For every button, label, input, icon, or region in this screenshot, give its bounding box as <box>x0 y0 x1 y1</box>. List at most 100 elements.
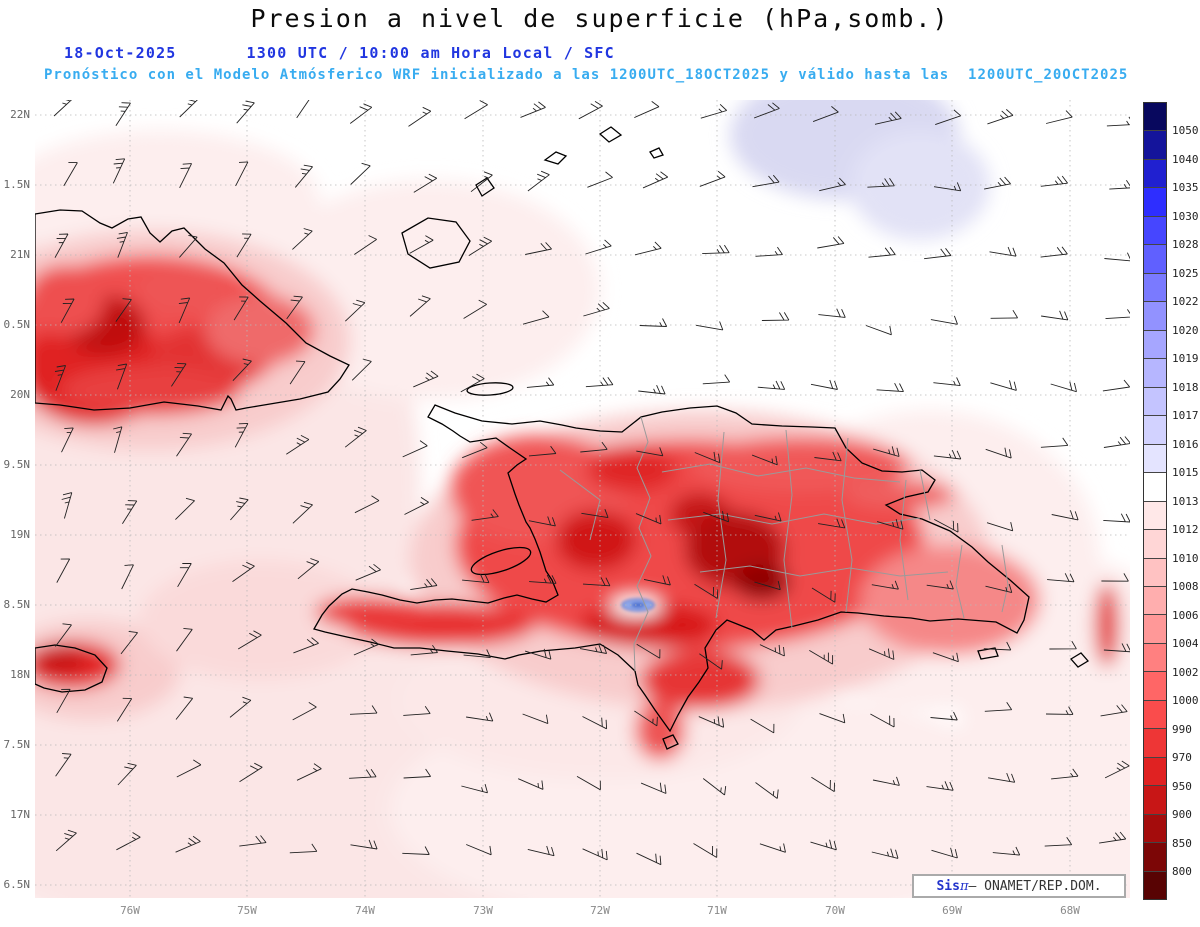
coast-beata <box>662 734 679 750</box>
wind-barb <box>60 298 75 323</box>
wind-barb <box>1047 573 1075 583</box>
wind-barb <box>56 688 71 714</box>
colorbar-segment <box>1144 870 1166 900</box>
wind-barb <box>239 762 263 783</box>
wind-barb <box>1103 643 1130 653</box>
wind-barb <box>463 299 487 319</box>
colorbar-segment <box>1144 329 1166 359</box>
lat-tick-label: 8.5N <box>3 598 31 611</box>
colorbar-segment <box>1144 813 1166 843</box>
wind-barb <box>468 236 492 256</box>
wind-barb <box>698 716 725 728</box>
coast-caicos-2 <box>598 126 623 143</box>
lat-tick-label: 7.5N <box>3 738 31 751</box>
colorbar-tick-label: 1020 <box>1172 323 1199 337</box>
wind-barb <box>237 630 262 650</box>
wind-barb <box>702 778 727 796</box>
wind-barb <box>179 100 198 118</box>
wind-barb <box>229 696 252 718</box>
wind-barb <box>1105 309 1130 320</box>
colorbar-segment <box>1144 500 1166 530</box>
wind-barb <box>296 100 310 119</box>
wind-barb <box>811 776 835 792</box>
wind-barb <box>818 518 846 529</box>
wind-barb <box>1040 175 1068 187</box>
wind-barb <box>236 100 255 124</box>
wind-barb <box>115 298 132 322</box>
wind-barb <box>984 176 1011 190</box>
wind-barb <box>582 577 611 587</box>
wind-barb <box>990 309 1018 319</box>
colorbar-tick-label: 1006 <box>1172 608 1199 622</box>
coast-turks <box>649 147 664 159</box>
wind-barb <box>286 295 303 320</box>
wind-barb <box>870 713 895 728</box>
wind-barb <box>754 580 781 591</box>
branding-sis: Sis <box>936 878 960 894</box>
wind-barb <box>292 501 313 524</box>
wind-barb <box>289 843 318 854</box>
wind-barb <box>404 497 429 515</box>
colorbar-tick-label: 1019 <box>1172 352 1199 365</box>
colorbar-tick-label: 1017 <box>1172 409 1199 422</box>
colorbar-tick-label: 1015 <box>1172 466 1199 479</box>
lat-tick-label: 22N <box>10 108 30 121</box>
wind-barb <box>286 434 310 455</box>
colorbar-tick-label: 970 <box>1172 751 1192 764</box>
coast-hispaniola <box>313 404 1030 733</box>
colorbar-segment <box>1144 699 1166 729</box>
wind-barb <box>403 705 431 716</box>
wind-barb <box>235 161 249 187</box>
wind-barb <box>636 643 661 659</box>
wind-barb <box>699 170 726 187</box>
lat-tick-label: 17N <box>10 808 30 821</box>
wind-barb <box>702 244 730 255</box>
wind-barb <box>812 106 839 123</box>
wind-barb <box>926 580 954 590</box>
wind-barb <box>757 380 786 390</box>
wind-barb <box>63 162 78 187</box>
wind-barb <box>403 768 431 779</box>
wind-barb <box>350 162 371 185</box>
wind-barb <box>755 782 779 799</box>
colorbar-tick-label: 1025 <box>1172 266 1199 280</box>
wind-barb <box>463 649 491 659</box>
wind-barb <box>239 835 267 847</box>
wind-barb <box>926 781 954 791</box>
wind-barb <box>524 648 552 660</box>
wind-barb <box>112 158 126 184</box>
wind-barb <box>819 713 846 724</box>
wind-barb <box>640 782 667 794</box>
wind-barb <box>876 518 904 530</box>
colorbar-segment <box>1144 472 1166 501</box>
wind-barb <box>175 696 194 720</box>
wind-barb <box>54 365 67 391</box>
wind-barb <box>871 848 899 859</box>
wind-barb <box>702 374 731 385</box>
wind-barb <box>1040 246 1068 258</box>
colorbar-tick-label: 800 <box>1172 865 1192 878</box>
wind-barb <box>527 845 555 857</box>
wind-barb <box>634 241 662 256</box>
wind-barb <box>409 295 431 317</box>
wind-barb <box>350 839 378 850</box>
wind-barb <box>933 450 962 460</box>
wind-barb <box>693 843 718 858</box>
wind-barb <box>460 373 485 393</box>
wind-barb <box>116 231 128 258</box>
colorbar-tick-label: 1022 <box>1172 295 1199 308</box>
wind-barb <box>520 101 546 118</box>
wind-barb <box>293 637 319 654</box>
wind-barb <box>759 644 785 657</box>
wind-barb <box>466 844 492 856</box>
colorbar-tick-label: 850 <box>1172 836 1192 850</box>
wind-barb <box>985 447 1012 459</box>
wind-barb <box>1100 704 1128 717</box>
colorbar-segment <box>1144 756 1166 786</box>
wind-barb <box>349 705 378 715</box>
coast-jamaica <box>35 644 108 693</box>
wind-barb <box>522 713 549 725</box>
wind-barb <box>522 310 550 325</box>
colorbar-segment <box>1144 614 1166 643</box>
wind-barb <box>989 246 1017 257</box>
